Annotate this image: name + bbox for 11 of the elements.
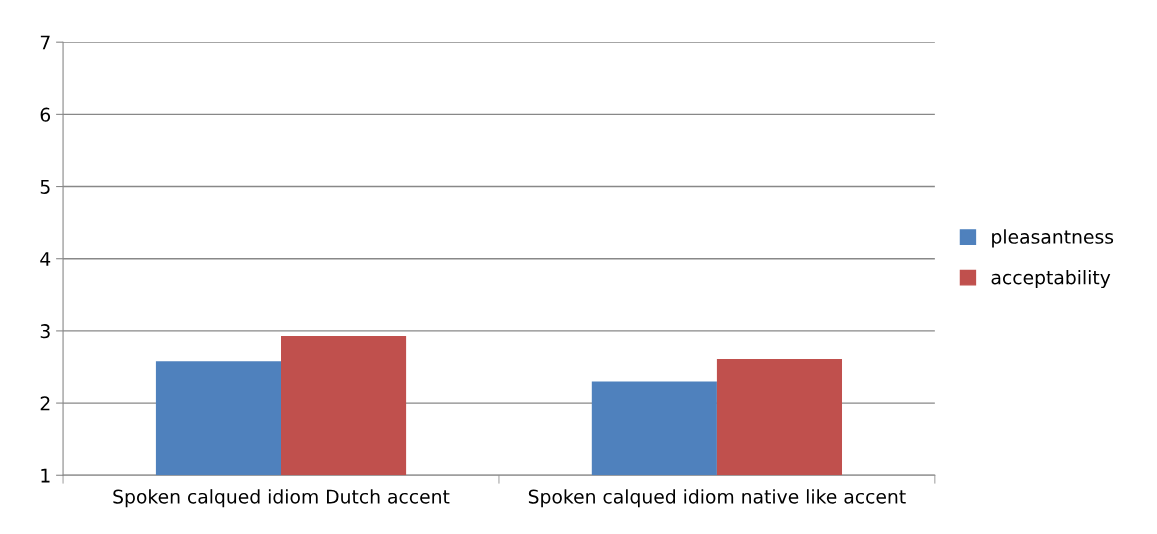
y-tick-label: 5 xyxy=(40,180,50,194)
y-tick-label: 3 xyxy=(40,324,50,339)
y-tick-label: 7 xyxy=(40,35,50,50)
y-tick-label: 1 xyxy=(41,468,50,483)
legend-label: acceptability xyxy=(991,269,1111,289)
y-tick-label: 4 xyxy=(40,252,51,266)
legend-label: pleasantness xyxy=(992,229,1114,248)
x-tick-label: Spoken calqued idiom native like accent xyxy=(528,489,906,508)
x-tick-label: Spoken calqued idiom Dutch accent xyxy=(113,489,450,508)
y-tick-label: 2 xyxy=(40,396,50,411)
y-tick-label: 6 xyxy=(40,107,51,122)
